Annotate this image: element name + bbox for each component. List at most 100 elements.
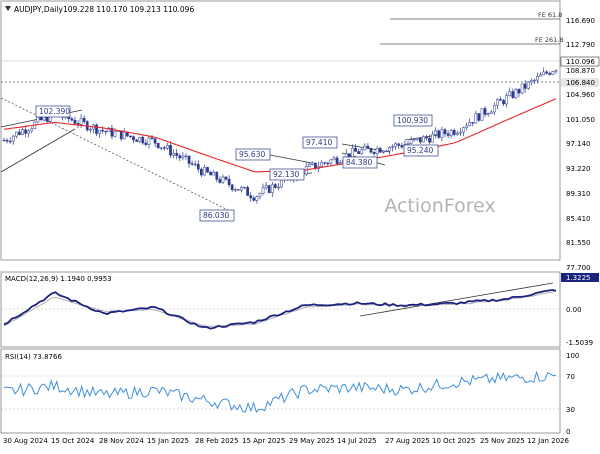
current-price-tag	[560, 56, 600, 67]
candle-body	[499, 99, 502, 101]
candle-body	[468, 122, 472, 127]
candle-body	[24, 129, 27, 134]
label-box	[302, 136, 338, 149]
candle-body	[261, 187, 265, 194]
candle-body	[455, 132, 459, 135]
candle-body	[156, 142, 160, 149]
candle-body	[119, 130, 123, 140]
candle-body	[27, 130, 31, 134]
candle-body	[489, 111, 493, 114]
level-labels: 102.390 95.630 97.410 92.130 86.030 84.3…	[35, 105, 439, 222]
candle-body	[159, 147, 163, 149]
candle-body	[496, 99, 499, 106]
fib-label-61: FE 61.8	[538, 11, 562, 19]
candle-body	[258, 193, 262, 197]
candle-body	[215, 171, 219, 180]
candle-body	[181, 155, 185, 159]
label-box	[269, 168, 305, 181]
date-tick: 14 Jul 2025	[337, 437, 377, 445]
date-axis: 30 Aug 2024 15 Oct 2024 28 Nov 2024 15 J…	[3, 437, 570, 445]
date-tick: 15 Apr 2025	[242, 437, 285, 445]
date-tick: 27 Aug 2025	[385, 437, 430, 445]
candle-body	[224, 176, 228, 180]
date-tick: 25 Nov 2025	[480, 437, 525, 445]
candle-body	[73, 119, 77, 124]
candle-body	[249, 195, 253, 199]
candle-body	[104, 130, 108, 133]
candle-body	[323, 162, 327, 164]
label-box	[342, 156, 378, 169]
candle-body	[277, 186, 280, 189]
candle-body	[394, 143, 397, 147]
candle-body	[98, 129, 101, 134]
rsi-tick: 70	[566, 373, 575, 381]
candle-body	[113, 131, 117, 137]
candle-body	[471, 122, 475, 124]
candle-body	[153, 138, 157, 144]
candle-body	[144, 142, 148, 145]
candle-body	[132, 136, 135, 141]
candle-body	[459, 131, 462, 134]
rsi-tick: 30	[566, 406, 575, 414]
candle-body	[206, 167, 209, 173]
level-price-tag	[561, 78, 599, 87]
candle-body	[357, 151, 360, 154]
candle-body	[5, 139, 9, 142]
candle-body	[523, 83, 527, 89]
price-tick: 112.790	[566, 41, 595, 49]
candle-body	[412, 138, 416, 141]
candle-body	[529, 80, 533, 83]
chart-ohlc: 109.228 110.170 109.213 110.096	[63, 5, 194, 14]
price-tick: 97.140	[566, 140, 591, 148]
candle-body	[480, 108, 484, 121]
candle-body	[388, 147, 391, 152]
price-panel-frame	[0, 0, 561, 261]
candle-body	[227, 178, 231, 186]
candle-body	[252, 197, 256, 201]
label-box	[199, 209, 235, 222]
macd-title: MACD(12,26,9) 1.1940 0.9953	[5, 275, 112, 283]
candle-body	[110, 127, 114, 137]
price-tick: 104.960	[566, 91, 595, 99]
candle-body	[138, 136, 142, 142]
candle-body	[175, 153, 179, 156]
level-label: 84.380	[346, 158, 372, 167]
candle-body	[21, 129, 24, 135]
candle-body	[163, 147, 166, 149]
candle-body	[415, 137, 419, 140]
candle-body	[70, 118, 74, 121]
candle-body	[418, 137, 422, 143]
candle-body	[508, 91, 512, 96]
candle-body	[178, 155, 182, 159]
chart-symbol: AUDJPY,Daily	[14, 5, 63, 14]
candle-body	[425, 136, 428, 139]
candle-body	[200, 168, 203, 176]
level-label: 86.030	[203, 211, 229, 220]
candle-body	[243, 186, 246, 189]
candle-body	[14, 131, 18, 137]
candle-body	[385, 150, 388, 153]
macd-tick: 1.3225	[566, 274, 591, 282]
candle-body	[514, 89, 518, 98]
candle-body	[381, 150, 385, 153]
price-tick: 108.870	[566, 67, 595, 75]
candle-body	[169, 145, 172, 156]
candle-body	[406, 143, 410, 145]
macd-tick: 0.00	[566, 306, 582, 314]
candle-body	[311, 162, 314, 165]
label-box	[35, 105, 71, 118]
candle-body	[320, 162, 323, 167]
macd-trendline	[359, 282, 554, 317]
candle-body	[101, 129, 105, 132]
candle-body	[88, 128, 92, 131]
candle-body	[443, 129, 447, 135]
candle-body	[307, 164, 311, 167]
candle-body	[354, 147, 357, 152]
candle-body	[360, 149, 364, 154]
candle-body	[437, 130, 441, 138]
candle-body	[237, 189, 240, 191]
candle-body	[95, 124, 98, 134]
candle-body	[536, 75, 539, 81]
level-label: 102.390	[39, 107, 70, 116]
